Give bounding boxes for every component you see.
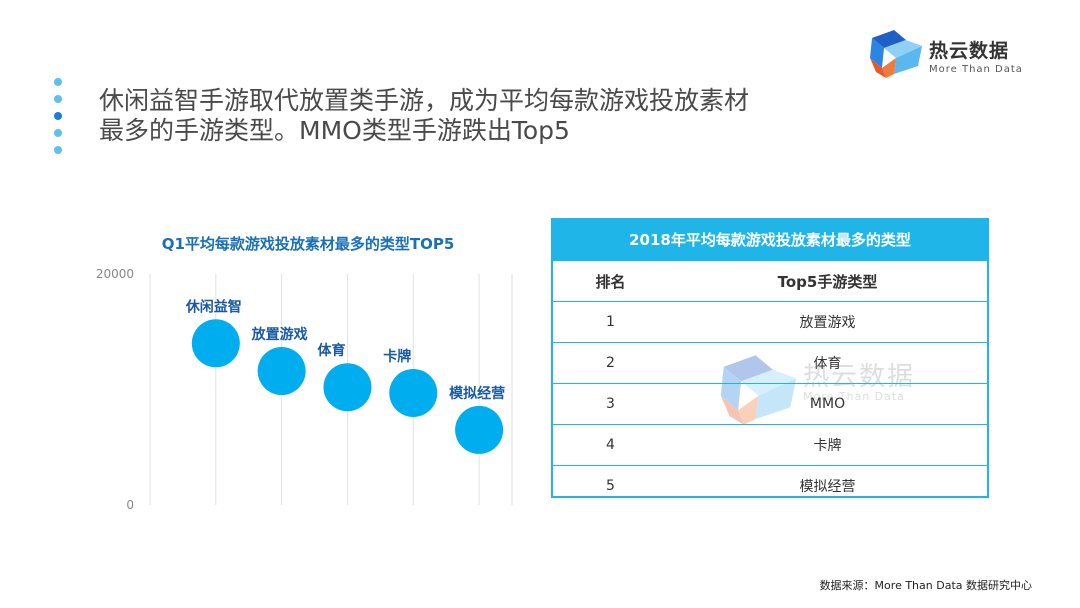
type-cell: 体育 [813, 356, 842, 372]
rank-cell: 4 [606, 437, 615, 453]
source-note: 数据来源：More Than Data 数据研究中心 [819, 579, 1032, 592]
col-type-header: Top5手游类型 [777, 272, 878, 291]
chart-title: Q1平均每款游戏投放素材最多的类型TOP5 [161, 235, 455, 253]
table-row: 5 模拟经营 [553, 465, 987, 506]
bubble-point [455, 405, 504, 454]
logo: 热云数据 More Than Data [866, 28, 1036, 84]
dot [54, 146, 62, 154]
table-header-row: 排名 Top5手游类型 [553, 260, 987, 301]
col-rank-header: 排名 [595, 272, 626, 291]
dot [54, 129, 62, 137]
dot [54, 78, 62, 86]
logo-cube-icon [870, 30, 922, 78]
bubble-label: 休闲益智 [185, 298, 242, 315]
type-cell: 卡牌 [813, 438, 842, 454]
bubble-label: 放置游戏 [251, 326, 308, 343]
type-cell: 放置游戏 [799, 315, 856, 331]
type-cell: MMO [809, 396, 846, 412]
bubble-label: 体育 [317, 342, 345, 359]
rank-cell: 2 [606, 355, 615, 371]
logo-name: 热云数据 [929, 40, 1010, 62]
table-row: 1 放置游戏 [553, 301, 987, 342]
dot [54, 112, 62, 120]
title-line-2: 最多的手游类型。MMO类型手游跌出Top5 [99, 116, 570, 145]
title-line-1: 休闲益智手游取代放置类手游，成为平均每款游戏投放素材 [99, 86, 750, 115]
bubble-point [191, 319, 240, 368]
bubble-label: 模拟经营 [449, 385, 505, 402]
rank-cell: 1 [606, 314, 615, 330]
table-row: 2 体育 [553, 342, 987, 383]
page-title: 休闲益智手游取代放置类手游，成为平均每款游戏投放素材 最多的手游类型。MMO类型… [99, 86, 819, 146]
logo-tagline: More Than Data [929, 64, 1023, 75]
bubble-point [257, 347, 306, 396]
dot [54, 95, 62, 103]
y-tick-label: 0 [126, 498, 134, 512]
y-tick-label: 20000 [96, 267, 134, 281]
bubble-point [323, 363, 372, 412]
table-row: 4 卡牌 [553, 424, 987, 465]
decorative-dots [54, 78, 64, 163]
table-title: 2018年平均每款游戏投放素材最多的类型 [553, 220, 987, 260]
bubble-label: 卡牌 [383, 348, 411, 365]
type-cell: 模拟经营 [799, 479, 856, 495]
rank-cell: 3 [606, 396, 615, 412]
rank-cell: 5 [606, 478, 615, 494]
ranking-table: 2018年平均每款游戏投放素材最多的类型 排名 Top5手游类型 1 放置游戏 … [551, 218, 989, 498]
table-row: 3 MMO [553, 383, 987, 424]
bubble-point [389, 368, 438, 417]
